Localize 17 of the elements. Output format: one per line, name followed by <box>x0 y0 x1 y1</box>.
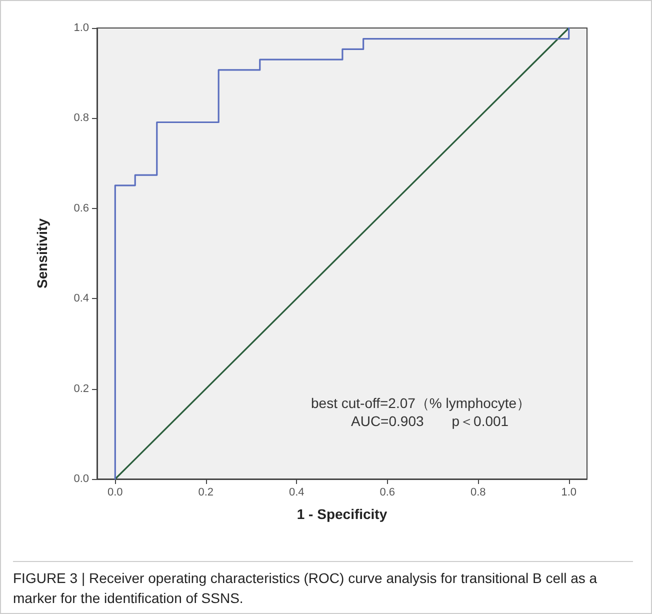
y-tick-label: 0.6 <box>74 202 89 214</box>
x-tick-label: 0.6 <box>380 486 396 498</box>
annotation: best cut-off=2.07（% lymphocyte） <box>311 395 531 411</box>
x-tick-label: 0.8 <box>470 486 486 498</box>
y-tick-label: 0.4 <box>74 292 89 305</box>
x-tick-label: 0.4 <box>288 486 304 498</box>
annotation: AUC=0.903 p＜0.001 <box>351 413 509 429</box>
x-axis-title: 1 - Specificity <box>296 506 388 522</box>
y-tick-label: 1.0 <box>74 22 89 34</box>
caption: FIGURE 3 | Receiver operating characteristics (ROC) curve analysis for transitional B cell as a marker for the identification of SSNS. <box>13 561 633 608</box>
y-tick-label: 0.0 <box>74 473 89 485</box>
y-axis-title: Sensitivity <box>34 218 50 289</box>
x-tick-label: 1.0 <box>561 486 576 498</box>
y-tick-label: 0.2 <box>74 382 89 395</box>
x-tick-label: 0.2 <box>198 486 214 498</box>
x-tick-label: 0.0 <box>108 486 123 498</box>
y-tick-label: 0.8 <box>74 112 89 124</box>
